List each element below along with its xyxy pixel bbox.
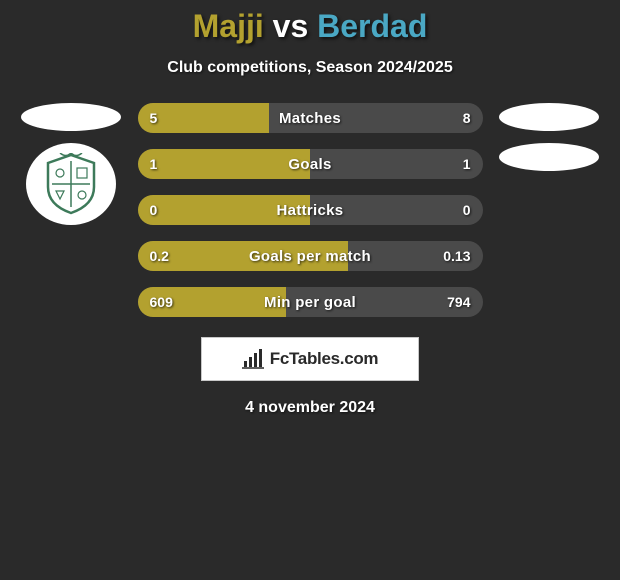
brand-text: FcTables.com [270, 349, 379, 369]
title-player2: Berdad [317, 8, 427, 44]
stat-label: Min per goal [138, 287, 483, 317]
brand-badge[interactable]: FcTables.com [201, 337, 419, 381]
right-side-column [497, 103, 602, 171]
subtitle: Club competitions, Season 2024/2025 [167, 59, 452, 77]
stat-label: Matches [138, 103, 483, 133]
left-side-column [19, 103, 124, 225]
date-text: 4 november 2024 [245, 399, 375, 417]
stat-bar: 11Goals [138, 149, 483, 179]
right-club-placeholder [499, 143, 599, 171]
footer-block: FcTables.com 4 november 2024 [0, 317, 620, 417]
stat-bars: 58Matches 11Goals 00Hattricks 0.20.13Goals … [138, 103, 483, 317]
stat-label: Goals per match [138, 241, 483, 271]
stat-bar: 00Hattricks [138, 195, 483, 225]
stat-label: Goals [138, 149, 483, 179]
stat-bar: 58Matches [138, 103, 483, 133]
right-flag-placeholder [499, 103, 599, 131]
shield-crest-icon [42, 153, 100, 215]
stat-label: Hattricks [138, 195, 483, 225]
left-flag-placeholder [21, 103, 121, 131]
left-club-logo [26, 143, 116, 225]
title-vs: vs [273, 8, 309, 44]
bar-chart-icon [242, 349, 264, 369]
stat-bar: 609794Min per goal [138, 287, 483, 317]
comparison-card: Majji vs Berdad Club competitions, Seaso… [0, 0, 620, 417]
page-title: Majji vs Berdad [193, 8, 428, 45]
stat-bar: 0.20.13Goals per match [138, 241, 483, 271]
title-player1: Majji [193, 8, 264, 44]
comparison-body: 58Matches 11Goals 00Hattricks 0.20.13Goals … [0, 103, 620, 317]
